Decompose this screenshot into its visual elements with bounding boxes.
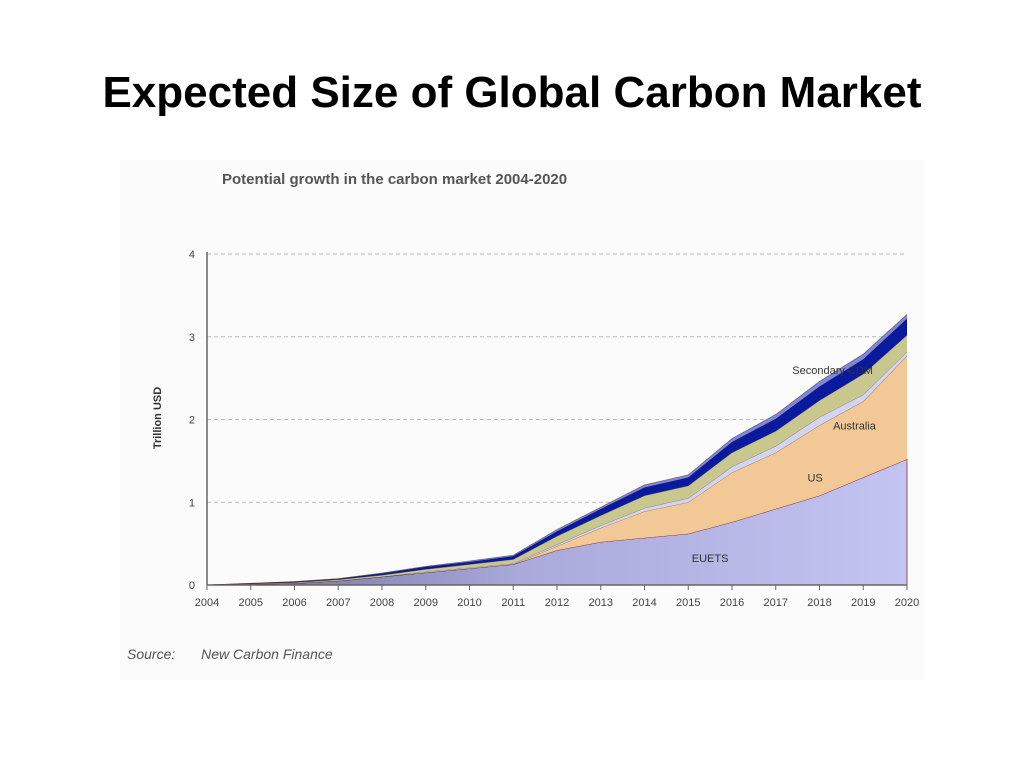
area-chart: Potential growth in the carbon market 20… xyxy=(152,171,919,609)
series-label: US xyxy=(807,473,822,485)
source-note: Source: New Carbon Finance xyxy=(127,646,333,662)
source-label: Source: xyxy=(127,646,176,662)
y-tick-label: 2 xyxy=(189,415,195,427)
x-tick-label: 2005 xyxy=(239,597,263,609)
y-tick-label: 0 xyxy=(189,580,195,592)
x-tick-label: 2007 xyxy=(326,597,350,609)
x-tick-label: 2018 xyxy=(807,597,831,609)
y-axis-label: Trillion USD xyxy=(152,387,164,449)
source-value: New Carbon Finance xyxy=(201,646,333,662)
x-tick-label: 2008 xyxy=(370,597,394,609)
x-tick-label: 2011 xyxy=(501,597,525,609)
x-tick-label: 2016 xyxy=(720,597,744,609)
series-label: EUETS xyxy=(692,553,729,565)
y-tick-label: 1 xyxy=(189,497,195,509)
area-series-secondary-cdm xyxy=(207,318,907,585)
x-tick-label: 2017 xyxy=(764,597,788,609)
x-tick-label: 2015 xyxy=(676,597,700,609)
series-label: Secondary CDM xyxy=(792,365,873,377)
x-tick-label: 2019 xyxy=(851,597,875,609)
series-label: Australia xyxy=(833,420,877,432)
x-tick-label: 2020 xyxy=(895,597,919,609)
x-tick-label: 2004 xyxy=(195,597,219,609)
y-tick-label: 3 xyxy=(189,332,195,344)
area-series-us xyxy=(207,355,907,585)
y-tick-label: 4 xyxy=(189,249,195,261)
chart-figure: Potential growth in the carbon market 20… xyxy=(120,160,925,680)
slide-title: Expected Size of Global Carbon Market xyxy=(102,68,922,117)
area-outline xyxy=(206,314,908,586)
x-tick-label: 2014 xyxy=(632,597,656,609)
area-series-unlabeled-5 xyxy=(207,314,907,585)
chart-title: Potential growth in the carbon market 20… xyxy=(222,171,567,188)
x-tick-label: 2009 xyxy=(414,597,438,609)
x-tick-label: 2013 xyxy=(589,597,613,609)
x-tick-label: 2006 xyxy=(282,597,306,609)
x-tick-label: 2012 xyxy=(545,597,569,609)
x-tick-label: 2010 xyxy=(457,597,481,609)
